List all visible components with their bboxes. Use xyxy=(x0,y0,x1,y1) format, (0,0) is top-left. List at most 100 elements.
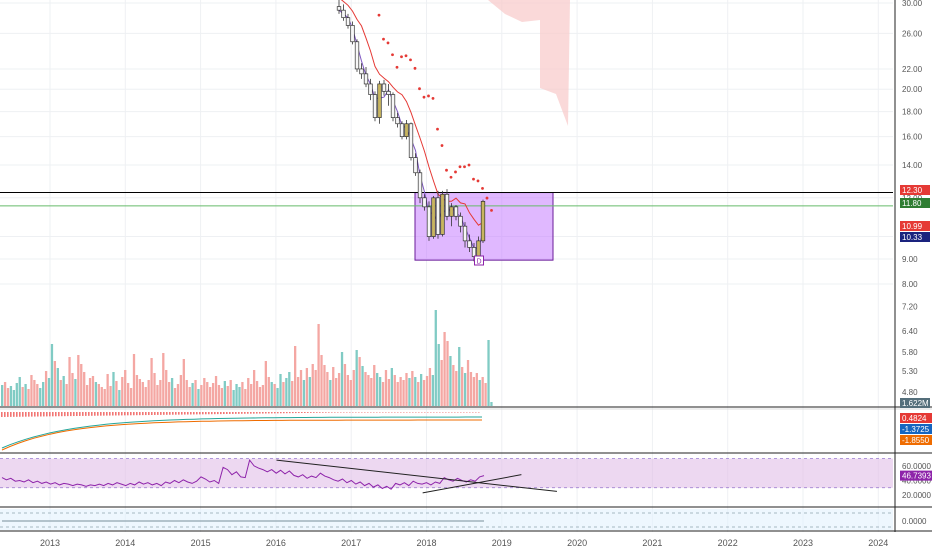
macd-histogram-bar xyxy=(127,412,129,416)
volume-bar xyxy=(296,377,300,406)
macd-histogram-bar xyxy=(400,412,402,413)
price-tick-label: 14.00 xyxy=(902,161,923,170)
volume-bar xyxy=(168,382,171,406)
macd-histogram-bar xyxy=(337,412,339,413)
macd-histogram-bar xyxy=(76,412,78,416)
sar-dot xyxy=(409,58,412,62)
volume-bar xyxy=(264,361,267,406)
volume-bar xyxy=(197,389,200,406)
x-tick-label: 2019 xyxy=(492,538,512,548)
volume-bar xyxy=(481,377,484,406)
macd-histogram-bar xyxy=(31,412,33,417)
macd-histogram-bar xyxy=(427,412,429,413)
sar-dot xyxy=(454,170,457,174)
volume-bar xyxy=(103,389,106,406)
macd-histogram-bar xyxy=(256,412,258,414)
macd-line xyxy=(1,416,482,449)
macd-histogram-bar xyxy=(211,412,213,415)
macd-histogram-bar xyxy=(163,412,165,415)
macd-histogram-bar xyxy=(94,412,96,416)
rsi-pane[interactable]: 60.0000 40.0000 20.0000 46.7393 xyxy=(0,458,932,500)
candles-layer[interactable]: D xyxy=(336,0,486,266)
volume-bar xyxy=(252,370,256,406)
macd-histogram-bar xyxy=(418,412,420,413)
macd-histogram-bar xyxy=(64,412,66,417)
volume-bar xyxy=(138,379,142,406)
candle-body xyxy=(471,247,477,257)
macd-histogram-bar xyxy=(433,412,435,413)
volume-bar xyxy=(83,372,86,406)
volume-bar xyxy=(50,344,54,406)
macd-histogram-bar xyxy=(430,412,432,413)
volume-bar xyxy=(203,378,206,406)
x-tick-label: 2013 xyxy=(40,538,60,548)
price-tick-label: 16.00 xyxy=(902,133,923,142)
macd-histogram-bar xyxy=(217,412,219,415)
volume-bar xyxy=(381,382,385,406)
volume-bar xyxy=(179,375,183,406)
time-axis[interactable]: 2013 2014 2015 2016 2017 2018 2019 2020 2021 2022… xyxy=(40,538,888,548)
volume-bar xyxy=(455,371,458,406)
macd-histogram-bar xyxy=(49,412,51,417)
volume-bar xyxy=(232,390,235,406)
volume-bar xyxy=(250,384,253,406)
macd-histogram-bar xyxy=(16,412,18,417)
volume-bar xyxy=(349,380,352,406)
x-tick-label: 2014 xyxy=(115,538,135,548)
macd-histogram-bar xyxy=(259,412,261,414)
volume-bar xyxy=(74,379,77,406)
macd-badge xyxy=(900,424,932,434)
macd-pane[interactable]: 0.4824 -1.3725 -1.8550 xyxy=(1,412,932,451)
volume-bar xyxy=(115,381,118,406)
volume-bar xyxy=(211,383,215,406)
sar-dot xyxy=(427,94,430,98)
cloud-layer xyxy=(488,0,570,126)
rsi-band xyxy=(0,458,893,488)
price-badge-label: 10.99 xyxy=(902,222,923,231)
macd-histogram-bar xyxy=(190,412,192,415)
macd-histogram-bar xyxy=(250,412,252,414)
macd-histogram-bar xyxy=(208,412,210,415)
fourth-pane[interactable]: 0.0000 xyxy=(0,509,927,530)
volume-bar xyxy=(176,384,180,406)
volume-bar xyxy=(367,375,370,406)
macd-badge xyxy=(900,413,932,423)
volume-bar xyxy=(85,385,89,406)
candle-body xyxy=(363,73,369,85)
volume-bar xyxy=(185,380,188,406)
volume-bar xyxy=(335,378,338,406)
price-tick-label: 26.00 xyxy=(902,29,923,38)
volume-bar xyxy=(170,378,174,406)
sar-dot xyxy=(463,165,466,169)
macd-histogram-bar xyxy=(436,412,438,413)
volume-bar xyxy=(431,375,435,406)
macd-histogram-bar xyxy=(136,412,138,416)
volume-bar xyxy=(206,382,209,406)
volume-bar xyxy=(384,370,388,406)
volume-bar xyxy=(414,377,417,406)
macd-histogram-bar xyxy=(139,412,141,416)
volume-bar xyxy=(434,310,437,406)
volume-pane[interactable]: 1.622M xyxy=(1,310,930,408)
macd-histogram-bar xyxy=(88,412,90,416)
volume-bar xyxy=(337,373,341,406)
macd-histogram-bar xyxy=(100,412,102,416)
price-axis[interactable]: 30.0026.0022.0020.0018.0016.0014.0012.00… xyxy=(900,0,930,397)
volume-bar xyxy=(270,382,273,406)
candle-body xyxy=(462,225,468,242)
volume-bar xyxy=(291,381,294,406)
macd-histogram-bar xyxy=(370,412,372,413)
volume-bar xyxy=(109,386,112,406)
macd-histogram-bar xyxy=(262,412,264,414)
candle-body xyxy=(426,206,432,237)
macd-histogram-bar xyxy=(238,412,240,414)
macd-histogram-bar xyxy=(40,412,42,417)
volume-bar xyxy=(118,390,121,406)
macd-histogram-bar xyxy=(274,412,276,414)
volume-bar xyxy=(279,374,282,406)
candle-body xyxy=(431,197,436,237)
macd-histogram-bar xyxy=(79,412,81,416)
price-tick-label: 8.00 xyxy=(902,280,918,289)
volume-bar xyxy=(33,380,36,406)
